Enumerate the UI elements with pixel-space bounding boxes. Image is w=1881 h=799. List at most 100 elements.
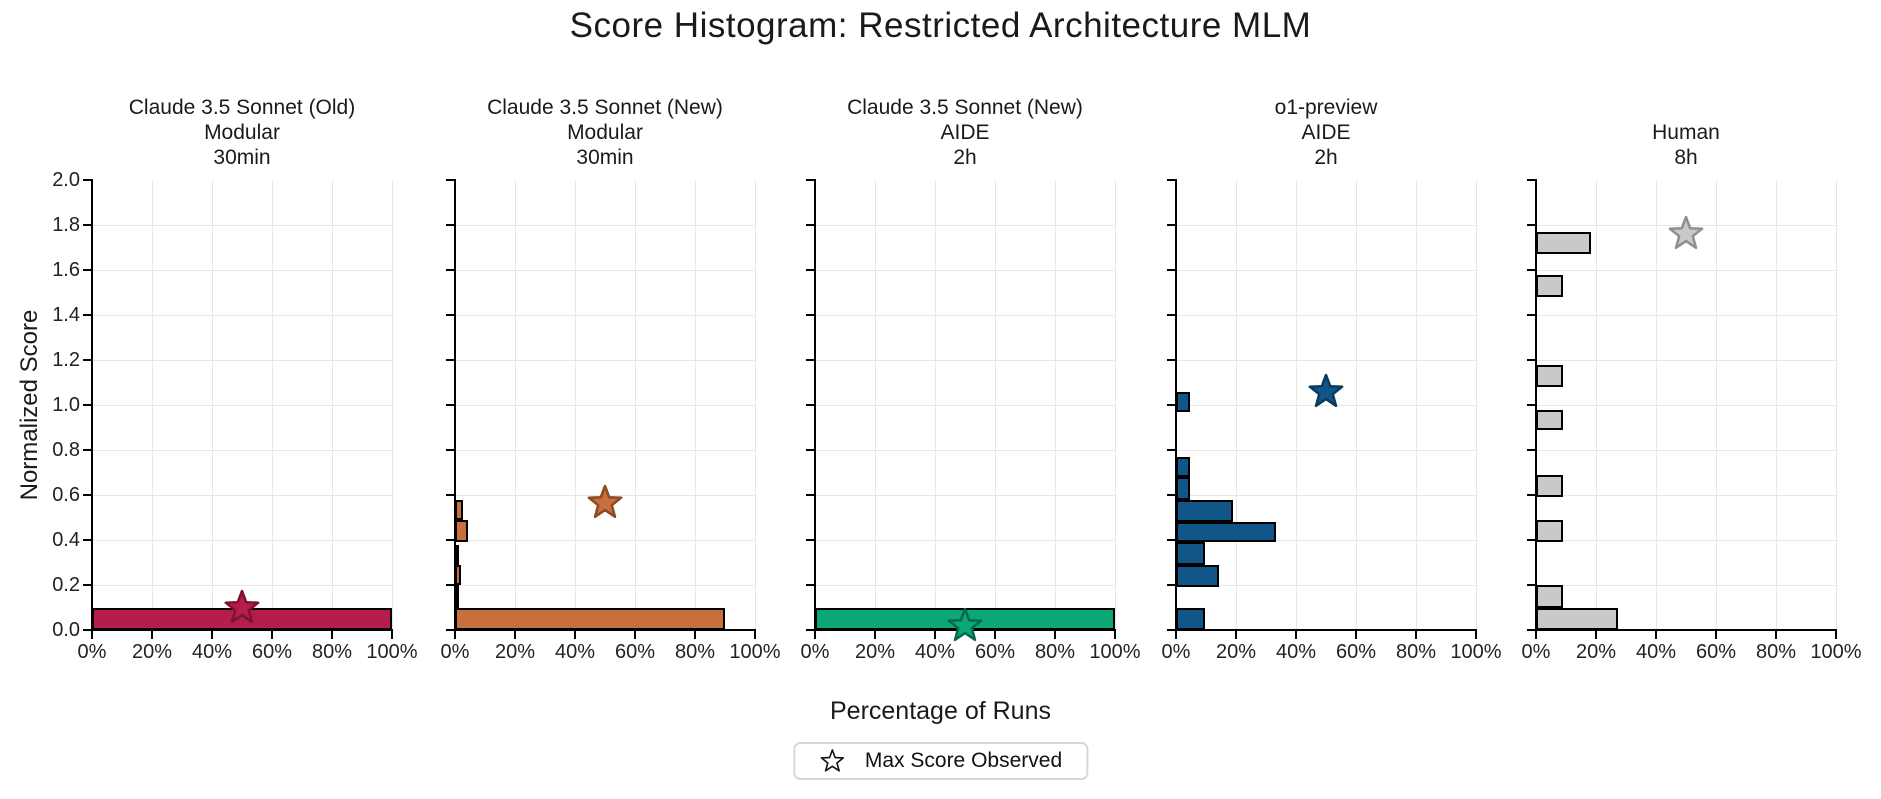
gridline (1536, 495, 1836, 496)
gridline (92, 315, 392, 316)
subplot-title-line: 2h (953, 146, 977, 169)
x-tick-label: 100% (729, 641, 781, 663)
gridline (1536, 540, 1836, 541)
gridline (455, 225, 755, 226)
gridline (815, 225, 1115, 226)
x-tick-mark (454, 631, 456, 639)
subplot-title-line: 2h (1314, 146, 1338, 169)
histogram-bar (1176, 456, 1191, 477)
gridline (1055, 180, 1056, 630)
histogram-bar (1536, 409, 1564, 430)
y-tick-label: 0.0 (52, 619, 80, 641)
x-tick-mark (874, 631, 876, 639)
y-tick-mark (1167, 269, 1175, 271)
x-tick-mark (151, 631, 153, 639)
x-tick-mark (211, 631, 213, 639)
x-tick-mark (1175, 631, 1177, 639)
y-tick-label: 1.0 (52, 394, 80, 416)
y-tick-mark (83, 269, 91, 271)
subplot-title-line: Human (1652, 121, 1720, 144)
subplot-title-line: Claude 3.5 Sonnet (Old) (128, 96, 356, 119)
gridline (1176, 495, 1476, 496)
gridline (695, 180, 696, 630)
gridline (1776, 180, 1777, 630)
gridline (815, 360, 1115, 361)
gridline (1596, 180, 1597, 630)
x-tick-label: 40% (554, 641, 596, 663)
y-tick-mark (1527, 584, 1535, 586)
y-tick-mark (806, 629, 814, 631)
gridline (1656, 180, 1657, 630)
x-tick-mark (634, 631, 636, 639)
x-tick-mark (514, 631, 516, 639)
y-tick-mark (446, 584, 454, 586)
x-tick-label: 60% (251, 641, 293, 663)
y-tick-mark (83, 494, 91, 496)
y-tick-mark (1167, 224, 1175, 226)
y-axis-spine (814, 179, 816, 631)
subplot-title-2: Claude 3.5 Sonnet (New) Modular 30min (400, 72, 810, 170)
plot-area-4 (1167, 179, 1477, 639)
x-tick-mark (1715, 631, 1717, 639)
x-tick-label: 20% (1575, 641, 1617, 663)
y-tick-mark (83, 539, 91, 541)
gridline (92, 585, 392, 586)
x-tick-label: 40% (1275, 641, 1317, 663)
y-tick-mark (446, 404, 454, 406)
histogram-bar (1536, 607, 1618, 630)
x-tick-mark (1355, 631, 1357, 639)
x-tick-label: 40% (1635, 641, 1677, 663)
y-tick-label: 1.2 (52, 349, 80, 371)
y-tick-mark (83, 359, 91, 361)
y-tick-mark (446, 539, 454, 541)
y-tick-mark (806, 404, 814, 406)
gridline (272, 180, 273, 630)
gridline (815, 315, 1115, 316)
x-axis-label: Percentage of Runs (830, 697, 1051, 725)
x-tick-mark (1595, 631, 1597, 639)
x-tick-mark (934, 631, 936, 639)
x-tick-label: 0% (440, 641, 470, 663)
histogram-bar (455, 499, 464, 520)
subplot-title-4: o1-preview AIDE 2h (1121, 72, 1531, 170)
x-tick-label: 0% (77, 641, 107, 663)
gridline (815, 495, 1115, 496)
gridline (815, 540, 1115, 541)
gridline (92, 405, 392, 406)
gridline (455, 405, 755, 406)
gridline (455, 360, 755, 361)
histogram-bar (455, 564, 462, 586)
y-tick-mark (1167, 494, 1175, 496)
gridline (815, 270, 1115, 271)
plot-area-3 (806, 179, 1116, 641)
gridline (1236, 180, 1237, 630)
x-tick-label: 60% (1695, 641, 1737, 663)
y-tick-mark (446, 179, 454, 181)
x-tick-label: 60% (974, 641, 1016, 663)
gridline (1536, 270, 1836, 271)
gridline (1536, 450, 1836, 451)
y-tick-mark (806, 314, 814, 316)
gridline (635, 180, 636, 630)
plot-area-5 (1527, 179, 1837, 639)
x-tick-mark (754, 631, 756, 639)
y-tick-label: 2.0 (52, 169, 80, 191)
subplot-title-line: Claude 3.5 Sonnet (New) (487, 96, 723, 119)
y-tick-mark (1527, 224, 1535, 226)
gridline (1536, 360, 1836, 361)
x-tick-label: 40% (191, 641, 233, 663)
x-tick-mark (1535, 631, 1537, 639)
x-tick-mark (994, 631, 996, 639)
subplot-title-5: Human 8h (1481, 72, 1881, 170)
gridline (995, 180, 996, 630)
gridline (152, 180, 153, 630)
histogram-bar (1176, 499, 1233, 522)
y-tick-mark (446, 224, 454, 226)
y-tick-mark (806, 359, 814, 361)
y-tick-mark (446, 359, 454, 361)
x-axis-spine (454, 629, 756, 631)
figure-title: Score Histogram: Restricted Architecture… (569, 6, 1312, 45)
gridline (92, 450, 392, 451)
max-score-star-icon (1308, 373, 1344, 407)
y-tick-mark (83, 314, 91, 316)
